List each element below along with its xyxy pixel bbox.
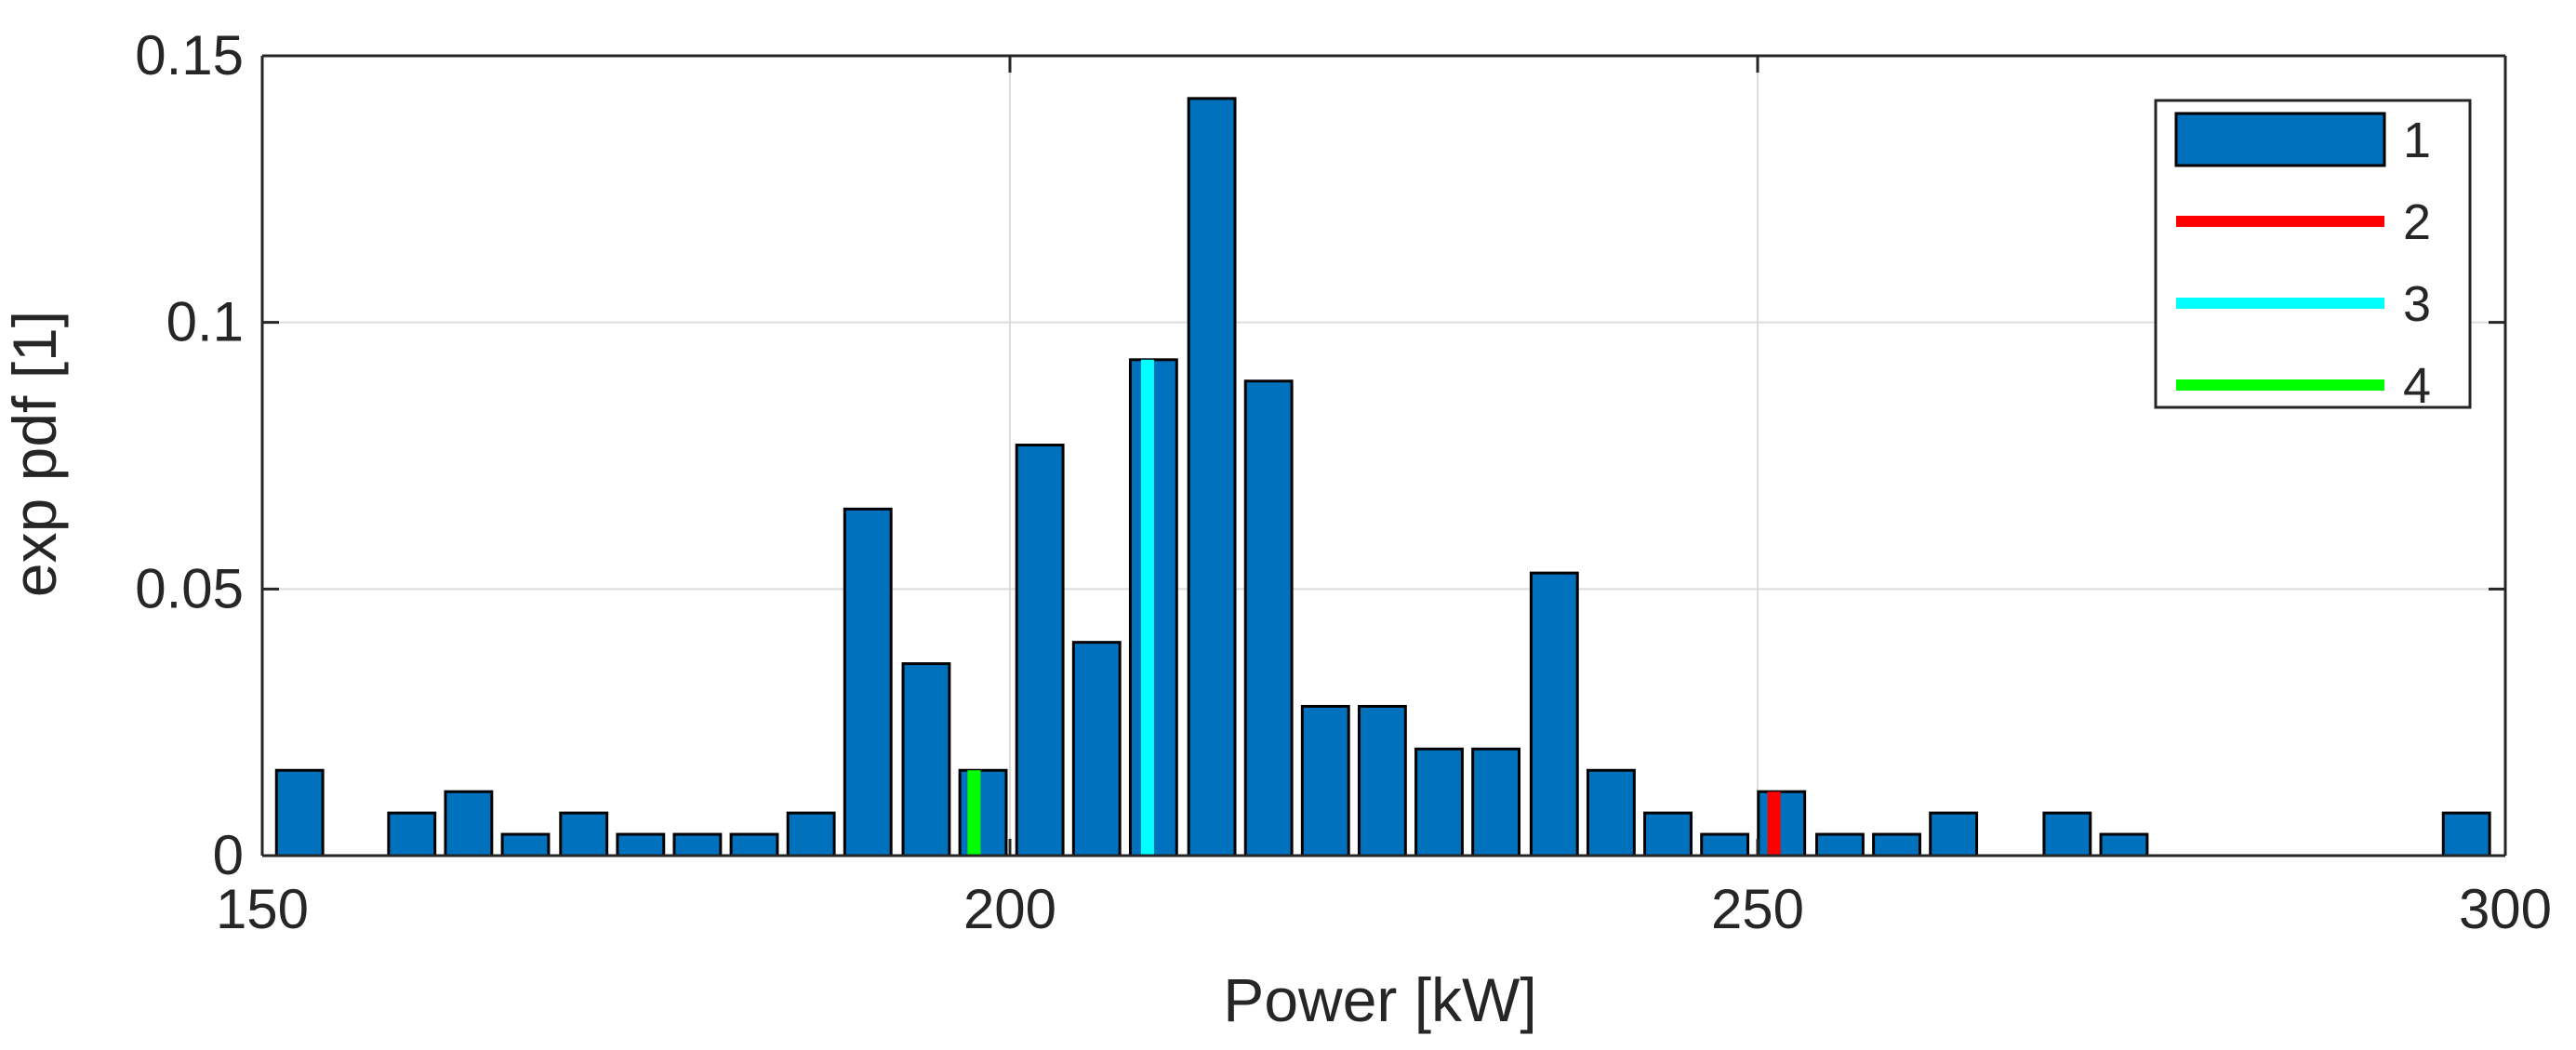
bar [616, 832, 666, 857]
bar [1414, 747, 1464, 857]
bar [2099, 832, 2149, 857]
bar [1243, 379, 1294, 857]
bar [1872, 832, 1921, 857]
bar [444, 790, 494, 857]
bar [274, 768, 325, 857]
bar [1071, 641, 1122, 857]
bar [1187, 97, 1237, 857]
bar [843, 507, 893, 857]
bar [2042, 811, 2092, 857]
bar [1929, 811, 1979, 857]
bar [1471, 747, 1521, 857]
x-tick-label: 150 [216, 878, 309, 940]
y-tick-label: 0 [213, 824, 244, 886]
legend-label: 1 [2403, 113, 2431, 168]
bar [729, 832, 779, 857]
legend-label: 3 [2403, 276, 2431, 332]
bar [387, 811, 437, 857]
x-axis-title: Power [kW] [1223, 965, 1536, 1034]
bar [958, 768, 1008, 857]
marker-lines [967, 359, 1781, 856]
bar [1300, 704, 1350, 857]
x-tick-label: 300 [2459, 878, 2552, 940]
bar [2441, 811, 2491, 857]
bar [1357, 704, 1407, 857]
y-axis-title: exp pdf [1] [0, 311, 69, 597]
bar [559, 811, 609, 857]
tick-labels: 150 200 250 300 0 0.05 0.1 0.15 [135, 24, 2552, 940]
bar [1586, 768, 1636, 857]
legend-label: 4 [2403, 358, 2431, 414]
legend-swatch-bar [2174, 112, 2386, 167]
bar [1529, 571, 1579, 857]
bar [672, 832, 723, 857]
bar [1015, 444, 1065, 857]
legend: 1 2 3 4 [2154, 99, 2472, 414]
bar [1700, 832, 1750, 857]
bars [274, 97, 2491, 857]
bar [500, 832, 551, 857]
y-tick-label: 0.05 [135, 557, 244, 619]
bar [1815, 832, 1865, 857]
axes [260, 54, 2507, 857]
y-tick-label: 0.15 [135, 24, 244, 86]
x-tick-label: 200 [963, 878, 1056, 940]
y-tick-label: 0.1 [166, 291, 244, 353]
bar [1757, 790, 1807, 857]
bar [786, 811, 836, 857]
legend-label: 2 [2403, 194, 2431, 250]
bar [901, 662, 951, 857]
bar [1643, 811, 1693, 857]
x-tick-label: 250 [1711, 878, 1804, 940]
